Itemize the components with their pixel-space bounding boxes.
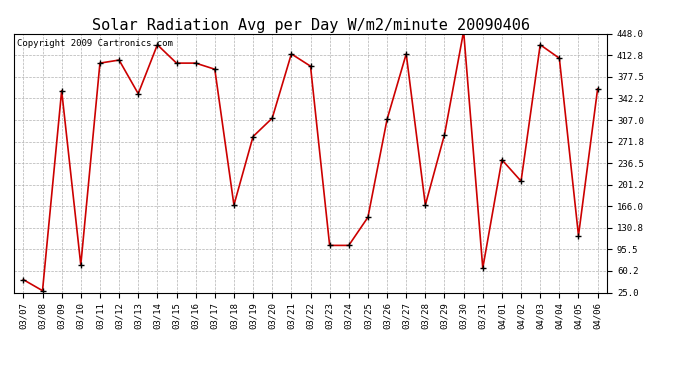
Text: Copyright 2009 Cartronics.com: Copyright 2009 Cartronics.com	[17, 39, 172, 48]
Title: Solar Radiation Avg per Day W/m2/minute 20090406: Solar Radiation Avg per Day W/m2/minute …	[92, 18, 529, 33]
